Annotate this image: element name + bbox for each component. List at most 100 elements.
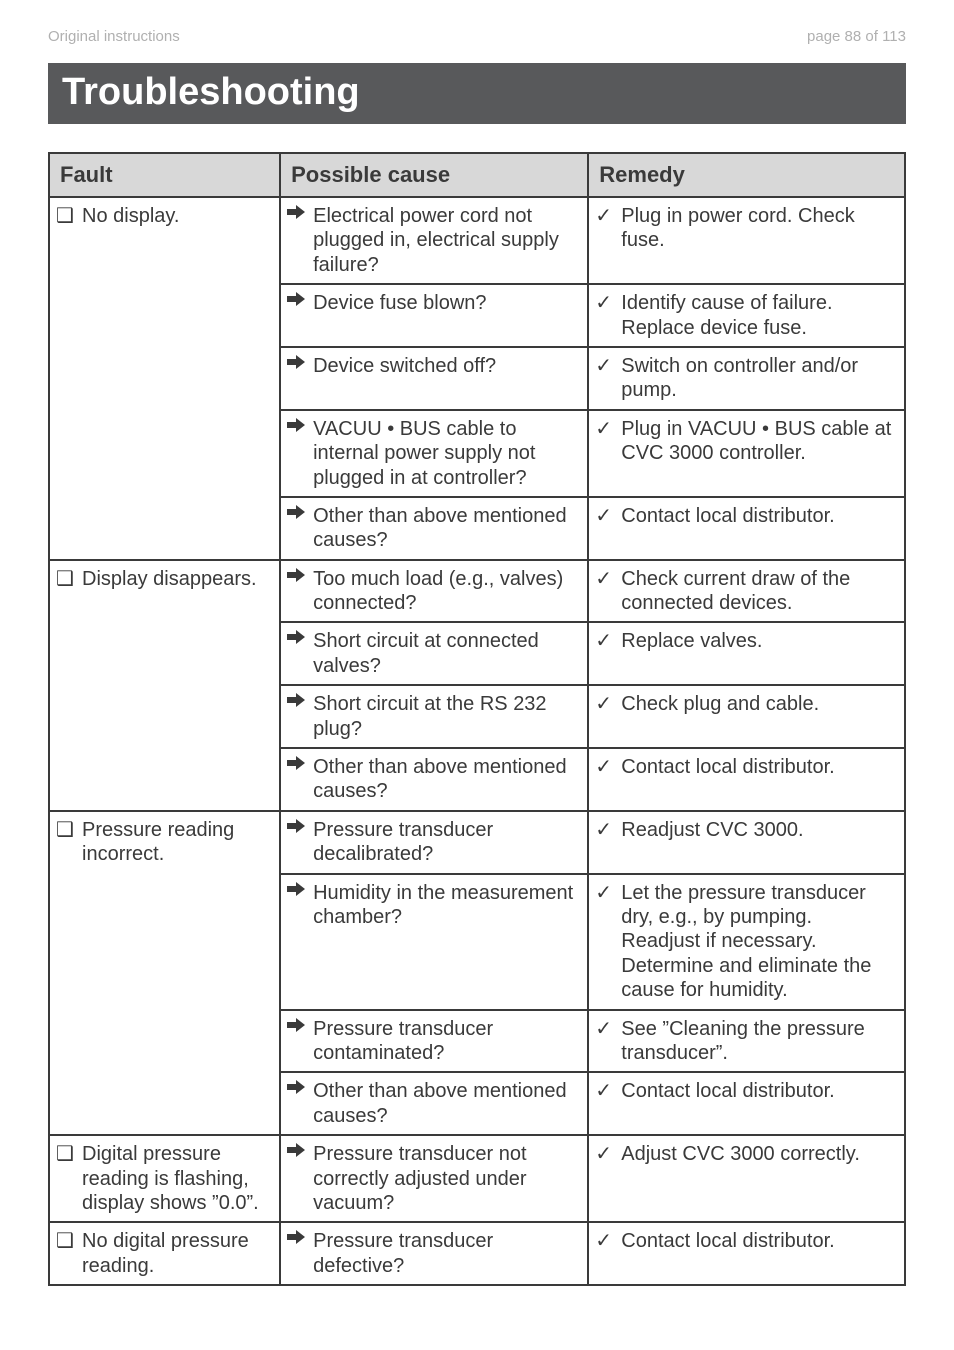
check-icon: ✓: [595, 755, 617, 779]
table-row: ❑Display disappears. Too much load (e.g.,…: [49, 560, 905, 623]
arrow-right-icon: [287, 417, 309, 433]
check-icon: ✓: [595, 417, 617, 441]
fault-text: Display disappears.: [82, 567, 271, 591]
fault-item: ❑No display.: [50, 198, 279, 234]
cause-item: Too much load (e.g., valves) connected?: [281, 561, 587, 622]
cause-text: Pressure transducer contaminated?: [313, 1017, 579, 1066]
cause-item: Humidity in the measurement chamber?: [281, 875, 587, 936]
table-row: ❑No digital pressure reading. Pressure tr…: [49, 1222, 905, 1285]
cause-item: Pressure transducer contaminated?: [281, 1011, 587, 1072]
arrow-right-icon: [287, 504, 309, 520]
th-remedy: Remedy: [588, 153, 905, 197]
remedy-text: Identify cause of failure. Replace devic…: [621, 291, 896, 340]
th-cause: Possible cause: [280, 153, 588, 197]
check-icon: ✓: [595, 692, 617, 716]
remedy-text: Contact local distributor.: [621, 1079, 896, 1103]
table-row: ❑Pressure reading incorrect. Pressure tra…: [49, 811, 905, 874]
arrow-right-icon: [287, 204, 309, 220]
check-icon: ✓: [595, 1017, 617, 1041]
square-bullet-icon: ❑: [56, 818, 78, 842]
table-row: ❑Digital pressure reading is flashing, d…: [49, 1135, 905, 1222]
cause-text: Short circuit at connected valves?: [313, 629, 579, 678]
remedy-item: ✓Contact local distributor.: [589, 1073, 904, 1109]
remedy-text: Plug in VACUU • BUS cable at CVC 3000 co…: [621, 417, 896, 466]
arrow-right-icon: [287, 567, 309, 583]
arrow-right-icon: [287, 1142, 309, 1158]
cause-item: VACUU • BUS cable to internal power supp…: [281, 411, 587, 496]
page-container: Original instructions page 88 of 113 Tro…: [0, 0, 954, 1326]
remedy-text: Contact local distributor.: [621, 755, 896, 779]
remedy-item: ✓Check current draw of the connected dev…: [589, 561, 904, 622]
remedy-item: ✓Contact local distributor.: [589, 498, 904, 534]
remedy-text: Switch on controller and/or pump.: [621, 354, 896, 403]
remedy-item: ✓Contact local distributor.: [589, 749, 904, 785]
arrow-right-icon: [287, 818, 309, 834]
cause-text: Humidity in the measurement chamber?: [313, 881, 579, 930]
fault-item: ❑Pressure reading incorrect.: [50, 812, 279, 873]
header-line: Original instructions page 88 of 113: [48, 28, 906, 45]
fault-text: No display.: [82, 204, 271, 228]
cause-text: Short circuit at the RS 232 plug?: [313, 692, 579, 741]
cause-text: Too much load (e.g., valves) connected?: [313, 567, 579, 616]
remedy-text: Contact local distributor.: [621, 1229, 896, 1253]
remedy-item: ✓Check plug and cable.: [589, 686, 904, 722]
remedy-text: Check plug and cable.: [621, 692, 896, 716]
remedy-text: Contact local distributor.: [621, 504, 896, 528]
check-icon: ✓: [595, 881, 617, 905]
cause-item: Short circuit at the RS 232 plug?: [281, 686, 587, 747]
cause-item: Device switched off?: [281, 348, 587, 384]
fault-item: ❑No digital pressure reading.: [50, 1223, 279, 1284]
check-icon: ✓: [595, 204, 617, 228]
cause-text: Device fuse blown?: [313, 291, 579, 315]
cause-item: Electrical power cord not plugged in, el…: [281, 198, 587, 283]
check-icon: ✓: [595, 504, 617, 528]
square-bullet-icon: ❑: [56, 204, 78, 228]
cause-item: Pressure transducer decalibrated?: [281, 812, 587, 873]
arrow-right-icon: [287, 291, 309, 307]
cause-item: Other than above mentioned causes?: [281, 749, 587, 810]
fault-item: ❑Display disappears.: [50, 561, 279, 597]
arrow-right-icon: [287, 1017, 309, 1033]
th-fault: Fault: [49, 153, 280, 197]
arrow-right-icon: [287, 1229, 309, 1245]
header-right: page 88 of 113: [807, 28, 906, 45]
square-bullet-icon: ❑: [56, 1229, 78, 1253]
fault-item: ❑Digital pressure reading is flashing, d…: [50, 1136, 279, 1221]
remedy-item: ✓Replace valves.: [589, 623, 904, 659]
square-bullet-icon: ❑: [56, 1142, 78, 1166]
cause-item: Device fuse blown?: [281, 285, 587, 321]
cause-text: Pressure transducer defective?: [313, 1229, 579, 1278]
remedy-item: ✓Let the pressure transducer dry, e.g., …: [589, 875, 904, 1009]
arrow-right-icon: [287, 881, 309, 897]
cause-item: Other than above mentioned causes?: [281, 498, 587, 559]
remedy-item: ✓See ”Cleaning the pressure transducer”.: [589, 1011, 904, 1072]
arrow-right-icon: [287, 1079, 309, 1095]
remedy-item: ✓Readjust CVC 3000.: [589, 812, 904, 848]
arrow-right-icon: [287, 354, 309, 370]
remedy-item: ✓Switch on controller and/or pump.: [589, 348, 904, 409]
remedy-item: ✓Identify cause of failure. Replace devi…: [589, 285, 904, 346]
cause-item: Other than above mentioned causes?: [281, 1073, 587, 1134]
check-icon: ✓: [595, 1142, 617, 1166]
check-icon: ✓: [595, 818, 617, 842]
check-icon: ✓: [595, 354, 617, 378]
remedy-text: Plug in power cord. Check fuse.: [621, 204, 896, 253]
troubleshooting-table: Fault Possible cause Remedy ❑No display.…: [48, 152, 906, 1286]
remedy-item: ✓Plug in VACUU • BUS cable at CVC 3000 c…: [589, 411, 904, 472]
fault-text: No digital pressure reading.: [82, 1229, 271, 1278]
check-icon: ✓: [595, 1079, 617, 1103]
cause-text: Other than above mentioned causes?: [313, 755, 579, 804]
cause-text: VACUU • BUS cable to internal power supp…: [313, 417, 579, 490]
table-body: ❑No display.Electrical power cord not pl…: [49, 197, 905, 1285]
check-icon: ✓: [595, 567, 617, 591]
cause-item: Pressure transducer not correctly adjust…: [281, 1136, 587, 1221]
remedy-text: Let the pressure transducer dry, e.g., b…: [621, 881, 896, 1003]
fault-text: Pressure reading incorrect.: [82, 818, 271, 867]
check-icon: ✓: [595, 291, 617, 315]
arrow-right-icon: [287, 755, 309, 771]
cause-text: Electrical power cord not plugged in, el…: [313, 204, 579, 277]
cause-text: Other than above mentioned causes?: [313, 504, 579, 553]
cause-text: Pressure transducer decalibrated?: [313, 818, 579, 867]
check-icon: ✓: [595, 629, 617, 653]
remedy-item: ✓Adjust CVC 3000 correctly.: [589, 1136, 904, 1172]
